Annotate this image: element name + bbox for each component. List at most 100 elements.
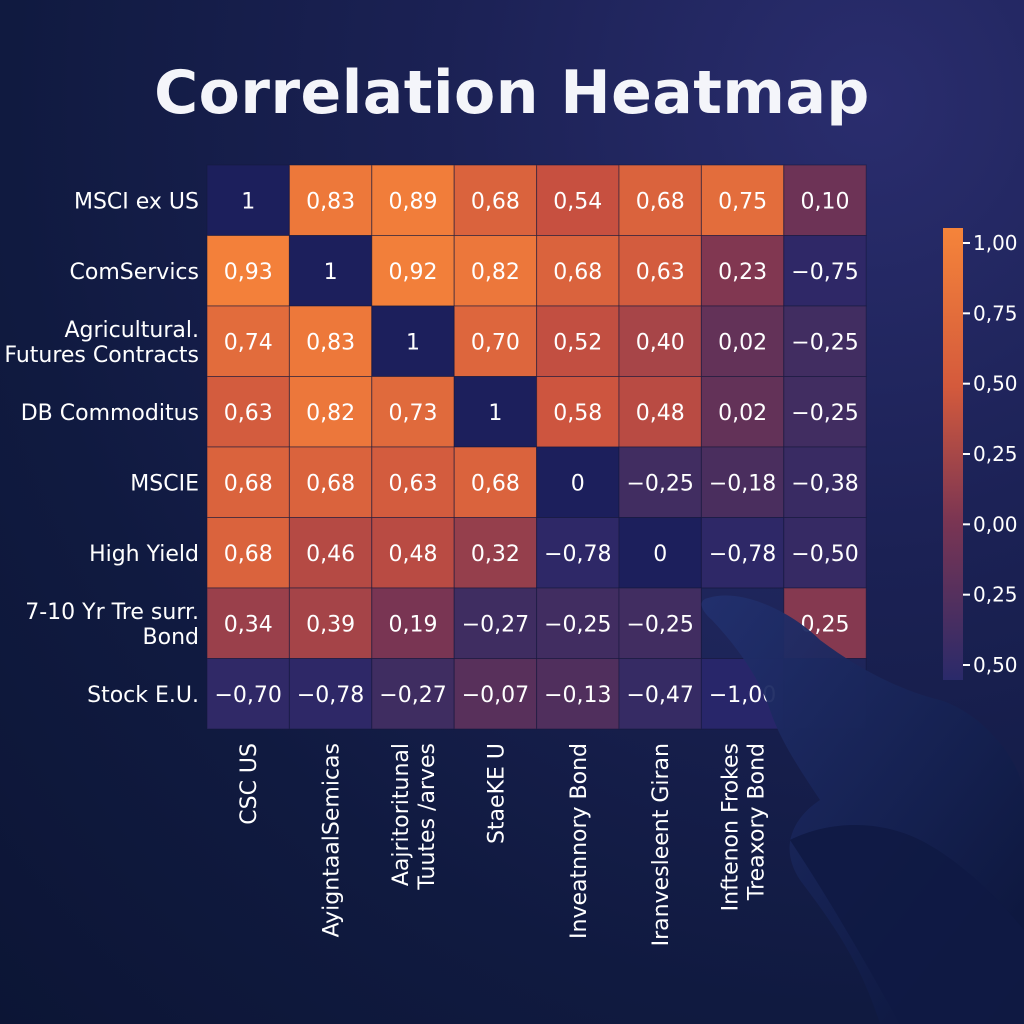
heatmap-cell [206, 587, 290, 659]
heatmap-cell [700, 446, 785, 518]
heatmap-cell [288, 164, 373, 236]
heatmap-cell [371, 164, 455, 236]
cell-value-label: −0,13 [544, 683, 611, 708]
heatmap-cell [206, 658, 290, 730]
colorbar-tick-label: 0,50 [973, 653, 1018, 677]
colorbar-tick-label: 0,50 [973, 372, 1018, 396]
heatmap-cell [618, 446, 702, 518]
heatmap-cell [206, 235, 290, 307]
cell-value-label: 0,68 [471, 471, 520, 496]
heatmap-cell [618, 376, 702, 448]
cell-value-label: 1 [324, 260, 338, 285]
cell-value-label: 0,89 [389, 189, 438, 214]
cell-value-label: −0,78 [297, 683, 364, 708]
column-label: CSC US [237, 743, 262, 825]
heatmap-cell [288, 376, 373, 448]
heatmap-cell [618, 235, 702, 307]
cell-value-label: 0,70 [471, 330, 520, 355]
cell-value-label: 0,93 [224, 260, 273, 285]
cell-value-label: 0,48 [389, 542, 438, 567]
heatmap-cell [206, 305, 290, 377]
cell-value-label: 0,39 [306, 612, 355, 637]
heatmap-cell [371, 305, 455, 377]
heatmap-cell [536, 235, 620, 307]
cell-value-label: 0,63 [224, 401, 273, 426]
cell-value-label: −0,38 [791, 471, 858, 496]
cell-value-label: 0,48 [636, 401, 685, 426]
cell-value-label: −0,50 [791, 542, 858, 567]
cell-value-label: 0,63 [636, 260, 685, 285]
row-label: MSCI ex US [74, 189, 199, 214]
heatmap-cell [700, 587, 785, 659]
cell-value-label: 0,68 [224, 471, 273, 496]
column-label: AyigntaalSemicas [320, 743, 345, 937]
cell-value-label: 0,73 [389, 401, 438, 426]
heatmap-cell [206, 517, 290, 589]
cell-value-label: 0,82 [471, 260, 520, 285]
cell-value-label: 0,02 [718, 401, 767, 426]
row-label: MSCIE [130, 471, 199, 496]
heatmap-cell [288, 517, 373, 589]
cell-value-label: −0,27 [379, 683, 446, 708]
cell-value-label: 0,32 [471, 542, 520, 567]
cell-value-label: −0,75 [791, 260, 858, 285]
heatmap-cell [288, 235, 373, 307]
cell-value-label: 0,34 [224, 612, 273, 637]
heatmap-cell [536, 376, 620, 448]
heatmap-cell [288, 587, 373, 659]
heatmap-cell [700, 305, 785, 377]
heatmap-cell [371, 658, 455, 730]
column-label: Treaxory Bond [745, 743, 770, 901]
cell-value-label: −0,18 [709, 471, 776, 496]
cell-value-label: 0,92 [389, 260, 438, 285]
cell-value-label: −0,07 [462, 683, 529, 708]
colorbar-tick-label: 0,00 [973, 512, 1018, 536]
row-label: Bond [143, 625, 199, 650]
cell-value-label: 0,52 [553, 330, 602, 355]
heatmap-cell [783, 305, 867, 377]
colorbar-tick-label: 1,00 [973, 231, 1018, 255]
column-label: Aajritoritunal [389, 743, 414, 886]
cell-value-label: 0,58 [553, 401, 602, 426]
row-label: ComServics [70, 260, 200, 285]
heatmap-cell [783, 517, 867, 589]
cell-value-label: −0,70 [214, 683, 281, 708]
heatmap-cells: 1 0,83 0,89 0,68 0,54 0,68 0,75 0,10 0,93 1 0,92 0,… [206, 164, 867, 730]
heatmap-cell [700, 235, 785, 307]
cell-value-label: 0,02 [718, 330, 767, 355]
cell-value-label: 0,82 [306, 401, 355, 426]
colorbar-gradient [943, 228, 963, 680]
colorbar-tick-label: 0,75 [973, 301, 1018, 325]
heatmap-cell [288, 658, 373, 730]
chart-title: Correlation Heatmap [154, 58, 870, 128]
cell-value-label: 0,63 [389, 471, 438, 496]
heatmap-cell [536, 305, 620, 377]
heatmap-cell [618, 517, 702, 589]
heatmap-cell [783, 658, 867, 730]
heatmap-cell [453, 235, 538, 307]
cell-value-label: 0,25 [801, 612, 850, 637]
heatmap-cell [371, 587, 455, 659]
heatmap-cell [371, 446, 455, 518]
cell-value-label: −0,47 [626, 683, 693, 708]
cell-value-label: −1,00 [709, 683, 776, 708]
heatmap-cell [453, 446, 538, 518]
cell-value-label: 0,54 [553, 189, 602, 214]
heatmap-cell [536, 658, 620, 730]
cell-value-label: 1 [241, 189, 255, 214]
cell-value-label: 0,10 [801, 189, 850, 214]
cell-value-label: 1 [488, 401, 502, 426]
heatmap-cell [453, 517, 538, 589]
cell-value-label: −0,78 [544, 542, 611, 567]
heatmap-cell [453, 587, 538, 659]
heatmap-cell [536, 517, 620, 589]
heatmap-cell [371, 517, 455, 589]
row-label: Stock E.U. [87, 683, 199, 708]
heatmap-cell [618, 305, 702, 377]
column-labels: CSC US AyigntaalSemicas Aajritoritunal Tuut… [237, 743, 769, 946]
column-label: Iranvesleent Giran [649, 743, 674, 946]
cell-value-label: 0,68 [471, 189, 520, 214]
cell-value-label: 0,83 [306, 330, 355, 355]
cell-value-label: −0,25 [626, 471, 693, 496]
